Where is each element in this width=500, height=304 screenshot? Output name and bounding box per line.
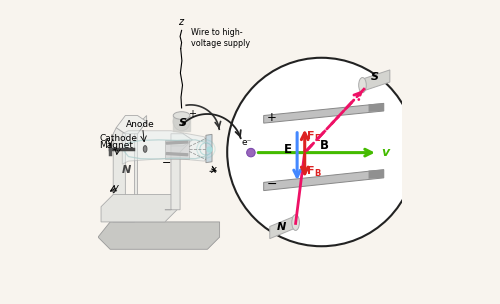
- Text: e⁻: e⁻: [242, 138, 252, 147]
- Polygon shape: [171, 134, 192, 146]
- Polygon shape: [98, 222, 220, 249]
- Text: E: E: [284, 143, 292, 156]
- Circle shape: [246, 148, 255, 157]
- Polygon shape: [101, 195, 177, 222]
- Polygon shape: [270, 216, 295, 239]
- Polygon shape: [113, 116, 146, 222]
- Polygon shape: [116, 116, 146, 134]
- Polygon shape: [166, 153, 188, 156]
- Text: E: E: [314, 134, 320, 143]
- Circle shape: [227, 58, 416, 246]
- Ellipse shape: [292, 215, 300, 230]
- Polygon shape: [165, 140, 189, 159]
- Ellipse shape: [173, 112, 190, 131]
- Text: S: S: [178, 118, 186, 128]
- Text: F: F: [307, 131, 314, 141]
- Polygon shape: [122, 131, 208, 164]
- Text: Magnet: Magnet: [100, 141, 134, 150]
- Text: v: v: [380, 146, 389, 159]
- Polygon shape: [368, 170, 384, 179]
- Polygon shape: [362, 70, 390, 91]
- Ellipse shape: [358, 78, 366, 93]
- Polygon shape: [173, 116, 190, 131]
- Polygon shape: [166, 141, 188, 144]
- Ellipse shape: [173, 112, 190, 119]
- Text: N: N: [122, 165, 132, 175]
- Polygon shape: [165, 134, 192, 210]
- Text: N: N: [277, 223, 286, 232]
- Polygon shape: [264, 103, 384, 123]
- Text: y: y: [112, 184, 117, 193]
- Text: Cathode: Cathode: [100, 134, 138, 143]
- Text: +: +: [267, 112, 277, 124]
- Text: Wire to high-
voltage supply: Wire to high- voltage supply: [190, 28, 250, 48]
- Text: F: F: [307, 166, 314, 176]
- Polygon shape: [368, 103, 384, 112]
- Text: S: S: [371, 72, 379, 81]
- Polygon shape: [206, 134, 212, 163]
- Text: B: B: [320, 139, 329, 151]
- Text: +: +: [188, 109, 196, 119]
- Text: B: B: [314, 169, 320, 178]
- Text: z: z: [178, 17, 184, 27]
- Polygon shape: [264, 170, 384, 191]
- Ellipse shape: [144, 146, 147, 152]
- Text: x: x: [210, 165, 216, 175]
- Text: Anode: Anode: [126, 120, 154, 129]
- Text: −: −: [266, 178, 277, 191]
- Text: −: −: [162, 158, 171, 168]
